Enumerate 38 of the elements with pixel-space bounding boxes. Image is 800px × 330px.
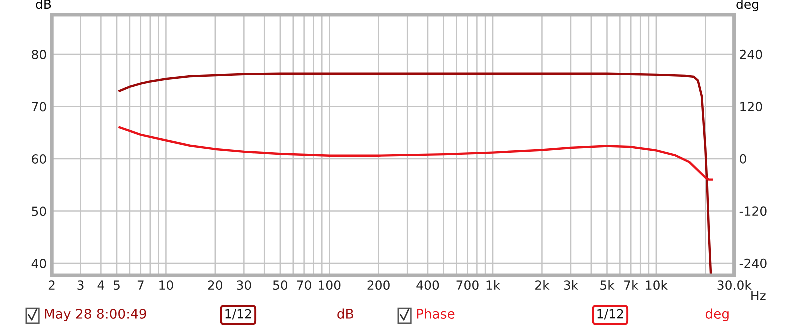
y2-tick-label: 120 — [740, 102, 762, 112]
text: Phase — [417, 308, 455, 319]
y2-tick-label: 240 — [740, 50, 762, 60]
text: dB — [338, 308, 354, 319]
x-tick-label: 4 — [98, 280, 104, 290]
x-tick-label: 2 — [48, 280, 55, 290]
x-tick-label: 50 — [273, 280, 288, 290]
x-tick-label: 30 — [237, 280, 252, 290]
x-tick-label: 3k — [564, 280, 579, 290]
y-tick-label: 80 — [32, 50, 46, 60]
x-tick-label: 30.0k — [718, 280, 752, 290]
text: May 28 8:00:49 — [45, 309, 146, 322]
y2-tick-label: -240 — [740, 258, 767, 268]
x-tick-label: 1k — [486, 280, 501, 290]
x-tick-label: 7k — [624, 280, 639, 290]
x-tick-label: 5k — [600, 280, 615, 290]
y2-tick-label: -120 — [740, 206, 767, 216]
x-tick-label: 70 — [297, 280, 312, 290]
x-tick-label: 200 — [368, 280, 390, 290]
x-tick-label: 20 — [208, 280, 223, 290]
text: 1/12 — [226, 309, 252, 320]
x-tick-label: 3 — [78, 280, 84, 290]
x-tick-label: 2k — [536, 280, 550, 290]
y2-tick-label: 0 — [740, 154, 746, 164]
text: deg — [706, 308, 729, 322]
x-tick-label: 100 — [319, 280, 341, 290]
y-tick-label: 50 — [32, 206, 46, 216]
x-tick-label: 10k — [646, 280, 668, 290]
y-tick-label: 40 — [32, 259, 46, 268]
x-tick-label: 10 — [160, 280, 174, 290]
x-tick-label: 400 — [416, 280, 440, 290]
x-tick-label: 700 — [456, 280, 479, 290]
y-tick-label: 60 — [32, 154, 46, 164]
y-tick-label: 70 — [32, 102, 46, 112]
x-tick-label: 5 — [114, 280, 120, 290]
x-tick-label: 7 — [138, 280, 144, 290]
x-axis-title: Hz — [752, 291, 766, 300]
text: 1/12 — [598, 309, 624, 320]
